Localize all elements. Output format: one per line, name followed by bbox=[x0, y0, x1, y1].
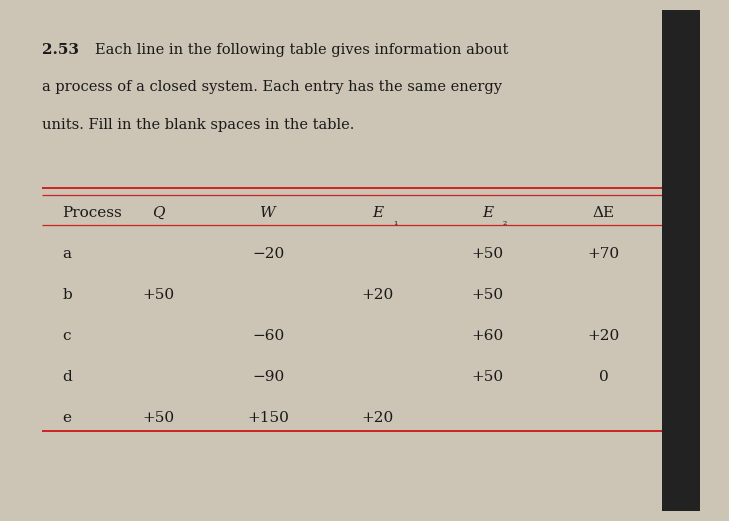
Text: 0: 0 bbox=[599, 370, 609, 384]
Text: ΔE: ΔE bbox=[593, 206, 615, 220]
Text: c: c bbox=[63, 329, 71, 343]
Text: E: E bbox=[482, 206, 493, 220]
Text: 2.53: 2.53 bbox=[42, 43, 79, 57]
Text: E: E bbox=[373, 206, 383, 220]
Text: d: d bbox=[63, 370, 72, 384]
Text: +150: +150 bbox=[247, 411, 289, 425]
Text: b: b bbox=[63, 288, 72, 302]
Text: e: e bbox=[63, 411, 71, 425]
Text: Each line in the following table gives information about: Each line in the following table gives i… bbox=[95, 43, 509, 57]
Text: ₁: ₁ bbox=[393, 217, 397, 227]
Text: +20: +20 bbox=[362, 288, 394, 302]
Text: −20: −20 bbox=[252, 247, 284, 261]
Text: +50: +50 bbox=[142, 411, 174, 425]
Text: +70: +70 bbox=[588, 247, 620, 261]
Text: Q: Q bbox=[152, 206, 165, 220]
Text: +50: +50 bbox=[142, 288, 174, 302]
Text: −90: −90 bbox=[252, 370, 284, 384]
Text: +60: +60 bbox=[471, 329, 504, 343]
Text: +50: +50 bbox=[472, 247, 504, 261]
Text: +20: +20 bbox=[362, 411, 394, 425]
Text: W: W bbox=[260, 206, 276, 220]
Text: ₂: ₂ bbox=[502, 217, 507, 227]
Text: +20: +20 bbox=[588, 329, 620, 343]
Text: units. Fill in the blank spaces in the table.: units. Fill in the blank spaces in the t… bbox=[42, 118, 354, 132]
Text: +50: +50 bbox=[472, 288, 504, 302]
FancyBboxPatch shape bbox=[662, 10, 703, 511]
Text: a process of a closed system. Each entry has the same energy: a process of a closed system. Each entry… bbox=[42, 80, 502, 94]
Text: Process: Process bbox=[63, 206, 122, 220]
Text: +50: +50 bbox=[472, 370, 504, 384]
Text: −60: −60 bbox=[252, 329, 284, 343]
Text: a: a bbox=[63, 247, 71, 261]
